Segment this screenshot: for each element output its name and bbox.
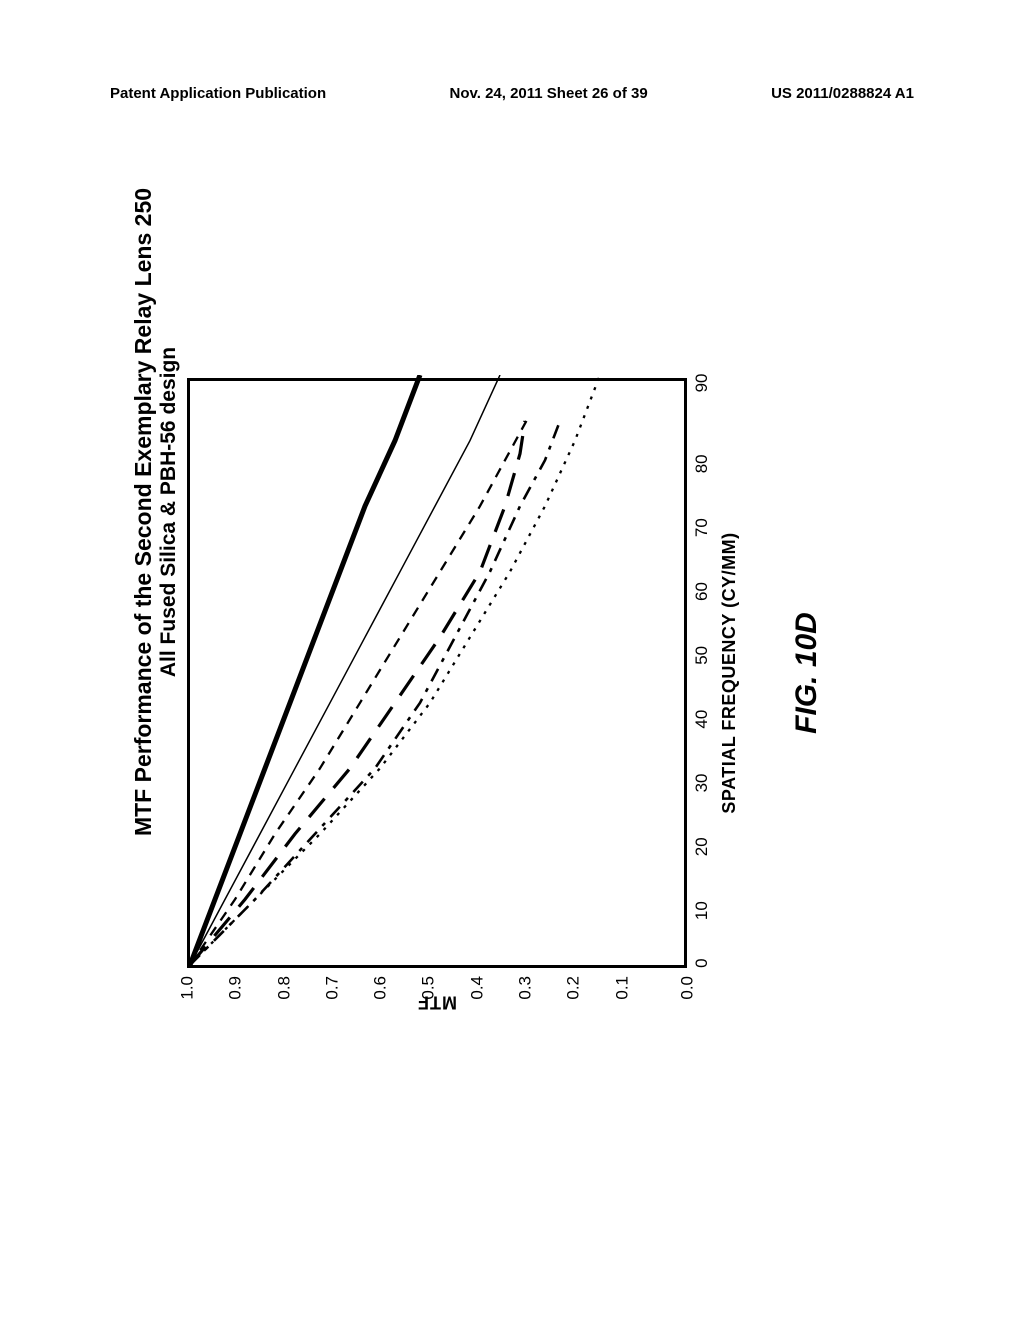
y-tick: 0.9 (227, 976, 244, 1012)
x-tick: 70 (692, 518, 712, 537)
title-line2: All Fused Silica & PBH-56 design (157, 0, 181, 1042)
curve-0-7-field-rad- (190, 414, 530, 965)
y-tick: 1.0 (179, 976, 196, 1012)
x-tick: 80 (692, 454, 712, 473)
x-tick: 90 (692, 374, 712, 393)
figure-page: MTF Performance of the Second Exemplary … (130, 0, 894, 1042)
x-tick: 40 (692, 710, 712, 729)
curve-0-7-field-tan- (190, 421, 525, 965)
chart-area: MTF 1.00.90.80.70.60.50.40.30.20.10.0 01… (187, 0, 687, 1012)
chart-title: MTF Performance of the Second Exemplary … (130, 0, 181, 1042)
figure-label: FIG. 10D (790, 612, 824, 734)
x-axis-label: SPATIAL FREQUENCY (CY/MM) (719, 532, 740, 813)
y-tick: 0.7 (323, 976, 340, 1012)
y-tick: 0.6 (372, 976, 389, 1012)
title-line1: MTF Performance of the Second Exemplary … (130, 0, 157, 1042)
x-ticks: 0102030405060708090 (692, 381, 712, 965)
x-tick: 10 (692, 901, 712, 920)
y-tick: 0.4 (468, 976, 485, 1012)
curve-1-0-field-rad- (190, 375, 600, 965)
x-tick: 60 (692, 582, 712, 601)
x-tick: 50 (692, 646, 712, 665)
y-tick: 0.3 (517, 976, 534, 1012)
y-tick: 0.5 (420, 976, 437, 1012)
y-tick: 0.8 (275, 976, 292, 1012)
y-tick: 0.2 (565, 976, 582, 1012)
mtf-curves (190, 375, 690, 965)
x-tick: 0 (692, 958, 712, 967)
y-tick: 0.0 (678, 976, 695, 1012)
curve-on-axis (190, 375, 500, 965)
x-tick: 30 (692, 774, 712, 793)
y-tick: 0.1 (613, 976, 630, 1012)
curve-diff-limit (190, 375, 420, 965)
plot-area: 0102030405060708090 SPATIAL FREQUENCY (C… (187, 378, 687, 968)
x-tick: 20 (692, 837, 712, 856)
